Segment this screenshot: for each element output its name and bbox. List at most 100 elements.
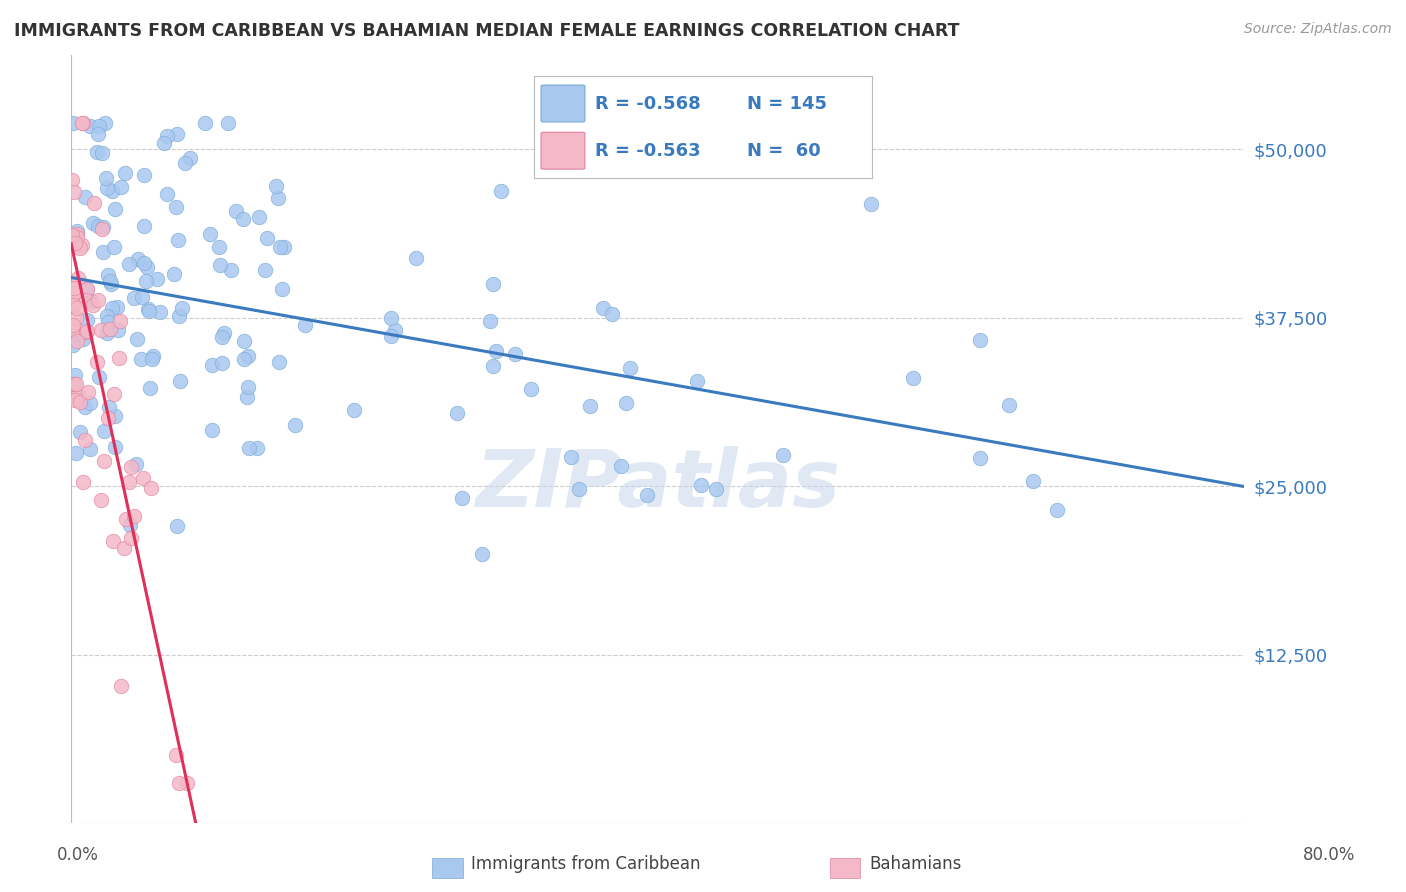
- Point: [69, 241, 91, 255]
- Point: [66, 227, 89, 242]
- Point: [97, 315, 120, 329]
- Point: [65, 311, 87, 326]
- Point: [380, 328, 402, 343]
- Point: [156, 129, 179, 144]
- Point: [86, 293, 108, 308]
- Point: [704, 483, 727, 497]
- Point: [97, 268, 120, 283]
- Point: [233, 334, 256, 348]
- Point: [122, 291, 145, 305]
- Point: [104, 202, 127, 216]
- Text: N =  60: N = 60: [747, 142, 821, 160]
- Point: [72, 115, 94, 129]
- Text: Source: ZipAtlas.com: Source: ZipAtlas.com: [1244, 22, 1392, 37]
- Point: [142, 349, 165, 363]
- FancyBboxPatch shape: [541, 85, 585, 122]
- Point: [129, 352, 152, 367]
- Point: [65, 446, 87, 460]
- Point: [860, 197, 883, 211]
- Point: [167, 776, 190, 790]
- Point: [87, 127, 110, 141]
- Point: [236, 349, 259, 363]
- Point: [93, 220, 115, 235]
- Point: [135, 274, 157, 288]
- Point: [76, 324, 98, 338]
- Point: [83, 196, 105, 211]
- Point: [219, 263, 242, 277]
- Point: [90, 323, 112, 337]
- Point: [65, 376, 87, 391]
- Point: [176, 776, 198, 790]
- Text: Immigrants from Caribbean: Immigrants from Caribbean: [471, 855, 700, 873]
- Point: [136, 301, 159, 316]
- Point: [232, 211, 254, 226]
- Point: [592, 301, 614, 315]
- Point: [90, 493, 112, 508]
- Point: [76, 313, 98, 327]
- Point: [75, 293, 97, 308]
- Point: [451, 491, 474, 506]
- Point: [122, 508, 145, 523]
- Point: [62, 286, 84, 301]
- Point: [76, 282, 98, 296]
- Point: [131, 290, 153, 304]
- Point: [82, 298, 104, 312]
- Point: [772, 448, 794, 462]
- Text: 80.0%: 80.0%: [1302, 846, 1355, 863]
- Point: [87, 119, 110, 133]
- Point: [247, 211, 270, 225]
- Point: [125, 457, 148, 471]
- Point: [75, 400, 97, 414]
- Point: [470, 547, 492, 561]
- Point: [232, 352, 254, 367]
- Point: [174, 156, 197, 170]
- Point: [86, 355, 108, 369]
- Point: [97, 411, 120, 425]
- Point: [63, 236, 86, 251]
- Point: [256, 231, 278, 245]
- Point: [384, 323, 406, 337]
- Point: [380, 311, 402, 326]
- Point: [100, 277, 122, 292]
- Point: [141, 352, 163, 367]
- Point: [560, 450, 582, 465]
- Point: [405, 251, 427, 265]
- Point: [267, 190, 290, 204]
- Point: [246, 441, 269, 455]
- Point: [579, 399, 602, 413]
- Point: [201, 423, 224, 437]
- Point: [96, 181, 118, 195]
- Point: [82, 216, 104, 230]
- Point: [225, 203, 247, 218]
- Point: [91, 222, 114, 236]
- Point: [101, 301, 124, 316]
- Point: [153, 136, 176, 151]
- Point: [63, 376, 86, 391]
- Point: [72, 475, 94, 489]
- Text: R = -0.568: R = -0.568: [595, 95, 700, 112]
- Point: [482, 277, 505, 291]
- Point: [101, 184, 124, 198]
- Point: [76, 282, 98, 296]
- Point: [66, 271, 89, 285]
- Point: [110, 679, 132, 693]
- Point: [98, 274, 121, 288]
- Point: [127, 252, 149, 267]
- Point: [270, 282, 292, 296]
- Point: [211, 356, 233, 370]
- Point: [63, 281, 86, 295]
- Point: [503, 346, 526, 360]
- Point: [62, 318, 84, 332]
- Point: [103, 387, 125, 401]
- Point: [66, 301, 89, 315]
- Point: [614, 396, 637, 410]
- Point: [167, 309, 190, 323]
- Point: [75, 433, 97, 447]
- Point: [107, 323, 129, 337]
- Point: [105, 300, 128, 314]
- Point: [70, 115, 93, 129]
- Point: [166, 200, 188, 214]
- Point: [969, 451, 991, 466]
- Text: N = 145: N = 145: [747, 95, 827, 112]
- Point: [520, 382, 543, 396]
